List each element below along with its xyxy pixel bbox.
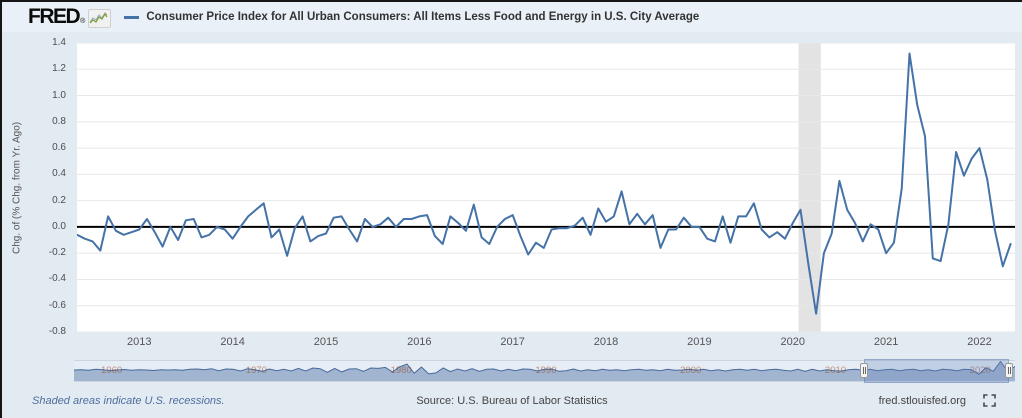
y-tick-label: 0.6 [52, 142, 66, 154]
x-tick-label: 2013 [126, 336, 152, 348]
series-title: Consumer Price Index for All Urban Consu… [146, 11, 700, 23]
navigator-year-label: 2020 [969, 365, 991, 376]
x-tick-label: 2019 [687, 336, 712, 348]
x-tick-label: 2018 [593, 336, 619, 348]
y-tick-label: 0.8 [52, 115, 66, 127]
fred-logo-text: FRED [28, 4, 81, 28]
navigator-handle-right[interactable] [1005, 363, 1014, 378]
navigator-year-label: 2010 [824, 365, 847, 376]
registered-mark: ® [80, 17, 86, 25]
legend-dash-icon [124, 15, 140, 19]
y-tick-label: 0.2 [52, 194, 66, 206]
y-tick-label: -0.6 [48, 299, 66, 311]
footer: Shaded areas indicate U.S. recessions. S… [2, 384, 1022, 418]
site-link[interactable]: fred.stlouisfed.org [878, 395, 966, 407]
y-tick-label: 1.0 [52, 89, 66, 101]
x-tick-label: 2014 [220, 336, 245, 348]
recessions-note-link[interactable]: Shaded areas indicate U.S. recessions. [32, 395, 225, 407]
x-tick-label: 2020 [780, 336, 805, 348]
x-tick-label: 2021 [873, 336, 899, 348]
y-tick-label: 1.2 [52, 63, 66, 75]
y-tick-label: 0.0 [52, 220, 66, 232]
navigator-year-label: 1960 [101, 365, 123, 376]
series-legend[interactable]: Consumer Price Index for All Urban Consu… [124, 11, 699, 23]
x-tick-label: 2016 [407, 336, 432, 348]
navigator-year-label: 2000 [680, 365, 702, 376]
navigator-area [74, 361, 1015, 381]
main-series-line [76, 52, 1012, 315]
header: FRED ® Consumer Price Index for All Urba… [2, 2, 1022, 32]
y-tick-label: -0.2 [48, 247, 66, 259]
navigator[interactable]: 1960 1970 1980 1990 2000 2010 2020 [74, 359, 1015, 383]
x-tick-label: 2015 [313, 336, 339, 348]
navigator-window[interactable] [864, 359, 1010, 383]
navigator-year-label: 1980 [390, 365, 412, 376]
y-axis-title: Chg. of (% Chg. from Yr. Ago) [11, 121, 23, 254]
x-tick-label: 2022 [967, 336, 992, 348]
navigator-year-label: 1970 [245, 365, 267, 376]
y-tick-label: -0.4 [48, 273, 66, 285]
fred-sparkline-icon [88, 8, 112, 28]
fullscreen-button[interactable] [982, 394, 996, 408]
recession-band [798, 43, 821, 332]
x-tick-label: 2017 [500, 336, 525, 348]
navigator-handle-left[interactable] [860, 363, 869, 378]
fred-logo[interactable]: FRED ® [28, 4, 112, 28]
y-tick-label: 0.4 [52, 168, 66, 180]
y-tick-label: -0.8 [48, 326, 66, 337]
y-tick-label: 1.4 [52, 37, 66, 48]
plot-area[interactable] [76, 42, 1015, 333]
navigator-year-label: 1990 [535, 365, 557, 376]
